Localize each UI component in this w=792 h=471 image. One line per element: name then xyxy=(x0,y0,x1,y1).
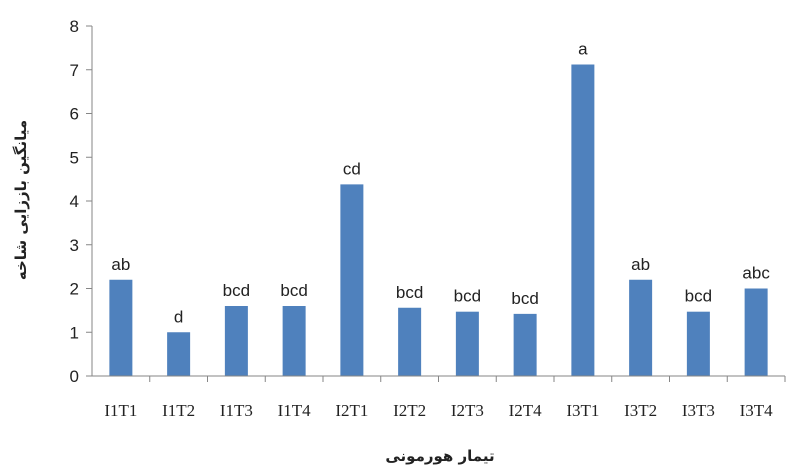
y-tick-label: 2 xyxy=(70,280,79,299)
bar-label-i1t3: bcd xyxy=(223,281,250,300)
x-tick-label: I2T1 xyxy=(335,401,368,420)
bar-i3t1 xyxy=(571,64,595,376)
bar-i3t2 xyxy=(629,279,653,376)
bar-i2t3 xyxy=(455,311,479,376)
y-tick-label: 4 xyxy=(70,192,79,211)
x-tick-label: I1T3 xyxy=(220,401,253,420)
x-tick-label: I1T1 xyxy=(104,401,137,420)
bar-label-i2t2: bcd xyxy=(396,283,423,302)
y-axis-ticks: 0 1 2 3 4 5 6 7 8 xyxy=(70,17,92,386)
x-tick-label: I3T4 xyxy=(740,401,774,420)
bar-label-i1t1: ab xyxy=(111,255,130,274)
x-tick-label: I2T3 xyxy=(451,401,484,420)
bar-label-i1t2: d xyxy=(174,307,183,326)
x-tick-label: I3T1 xyxy=(566,401,599,420)
bar-i3t4 xyxy=(744,288,768,376)
y-tick-label: 3 xyxy=(70,236,79,255)
bar-i1t4 xyxy=(282,306,306,376)
bar-i3t3 xyxy=(686,311,710,376)
bar-i1t3 xyxy=(224,306,248,376)
bar-i1t2 xyxy=(167,332,191,376)
x-tick-label: I3T3 xyxy=(682,401,715,420)
y-tick-label: 6 xyxy=(70,105,79,124)
bar-label-i2t1: cd xyxy=(343,159,361,178)
bar-label-i3t4: abc xyxy=(742,264,770,283)
bar-label-i2t4: bcd xyxy=(511,289,538,308)
x-axis-ticks: I1T1 I1T2 I1T3 I1T4 I2T1 I2T2 I2T3 I2T4 I3T1 I3T2… xyxy=(104,376,786,420)
bar-label-i3t1: a xyxy=(578,40,588,59)
bar-label-i1t4: bcd xyxy=(280,281,307,300)
x-tick-label: I3T2 xyxy=(624,401,657,420)
bar-label-i2t3: bcd xyxy=(454,287,481,306)
bar-label-i3t3: bcd xyxy=(685,287,712,306)
bar-i2t4 xyxy=(513,313,537,376)
bar-significance-labels: ab d bcd bcd cd bcd bcd bcd a ab bcd abc xyxy=(111,40,770,327)
bar-i2t1 xyxy=(340,184,364,376)
x-tick-label: I2T2 xyxy=(393,401,426,420)
bar-i2t2 xyxy=(398,307,422,376)
y-tick-label: 5 xyxy=(70,148,79,167)
x-axis-title: تیمار هورمونی xyxy=(385,447,494,465)
x-tick-label: I2T4 xyxy=(509,401,543,420)
bar-label-i3t2: ab xyxy=(631,255,650,274)
y-tick-label: 7 xyxy=(70,61,79,80)
y-tick-label: 0 xyxy=(70,367,79,386)
y-axis-title: میانگین باززایی شاخه xyxy=(12,120,30,280)
y-tick-label: 1 xyxy=(70,323,79,342)
bar-i1t1 xyxy=(109,279,133,376)
x-tick-label: I1T2 xyxy=(162,401,195,420)
x-tick-label: I1T4 xyxy=(278,401,312,420)
bars xyxy=(109,64,768,376)
y-tick-label: 8 xyxy=(70,17,79,36)
